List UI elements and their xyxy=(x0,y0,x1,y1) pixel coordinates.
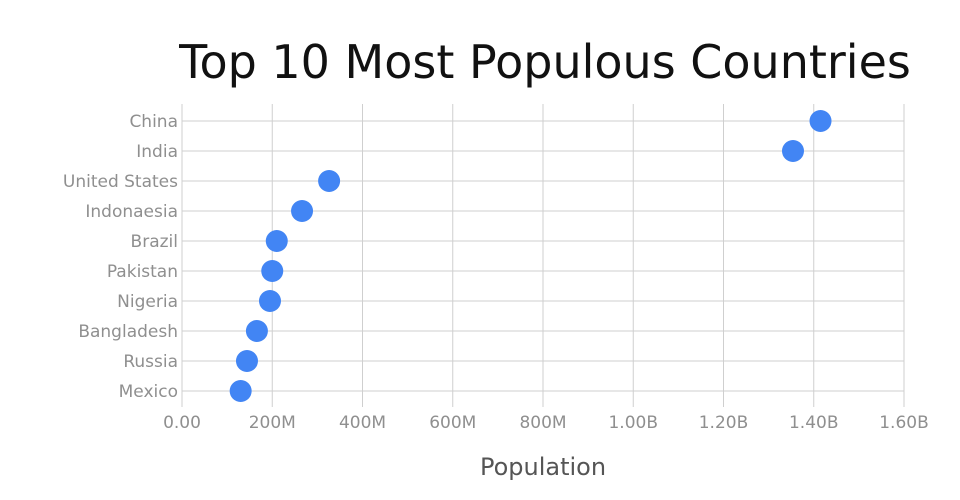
x-tick-label: 1.20B xyxy=(699,413,749,433)
data-point xyxy=(229,380,252,402)
y-tick-label: Bangladesh xyxy=(78,322,178,342)
x-tick-label: 1.40B xyxy=(789,413,839,433)
y-tick-label: India xyxy=(136,142,178,162)
data-point xyxy=(318,170,341,192)
x-tick-label: 1.00B xyxy=(608,413,658,433)
chart-title: Top 10 Most Populous Countries xyxy=(178,35,911,89)
x-tick-label: 600M xyxy=(429,413,476,433)
y-tick-label: Indonaesia xyxy=(85,202,178,222)
data-point xyxy=(235,350,258,372)
y-tick-label: Brazil xyxy=(131,232,178,252)
x-tick-label: 200M xyxy=(249,413,296,433)
y-tick-label: China xyxy=(129,112,178,132)
y-tick-label: Russia xyxy=(123,352,178,372)
data-point xyxy=(291,200,314,222)
y-tick-label: Pakistan xyxy=(107,262,178,282)
x-tick-label: 0.00 xyxy=(163,413,201,433)
grid-layer xyxy=(181,104,905,407)
data-point xyxy=(265,230,288,252)
data-points xyxy=(229,110,832,402)
y-tick-label: Nigeria xyxy=(117,292,178,312)
x-tick-label: 400M xyxy=(339,413,386,433)
y-tick-label: United States xyxy=(63,172,178,192)
data-point xyxy=(809,110,832,132)
x-tick-label: 800M xyxy=(519,413,566,433)
x-tick-label: 1.60B xyxy=(879,413,929,433)
data-point xyxy=(781,140,804,162)
y-tick-label: Mexico xyxy=(119,382,178,402)
x-axis-labels: 0.00 200M 400M 600M 800M 1.00B 1.20B 1.40B 1.60B xyxy=(163,413,929,433)
data-point xyxy=(245,320,268,342)
data-point xyxy=(261,260,284,282)
x-axis-title: Population xyxy=(480,453,606,481)
data-point xyxy=(258,290,281,312)
y-axis-labels: China India United States Indonaesia Brazil P… xyxy=(63,112,178,402)
